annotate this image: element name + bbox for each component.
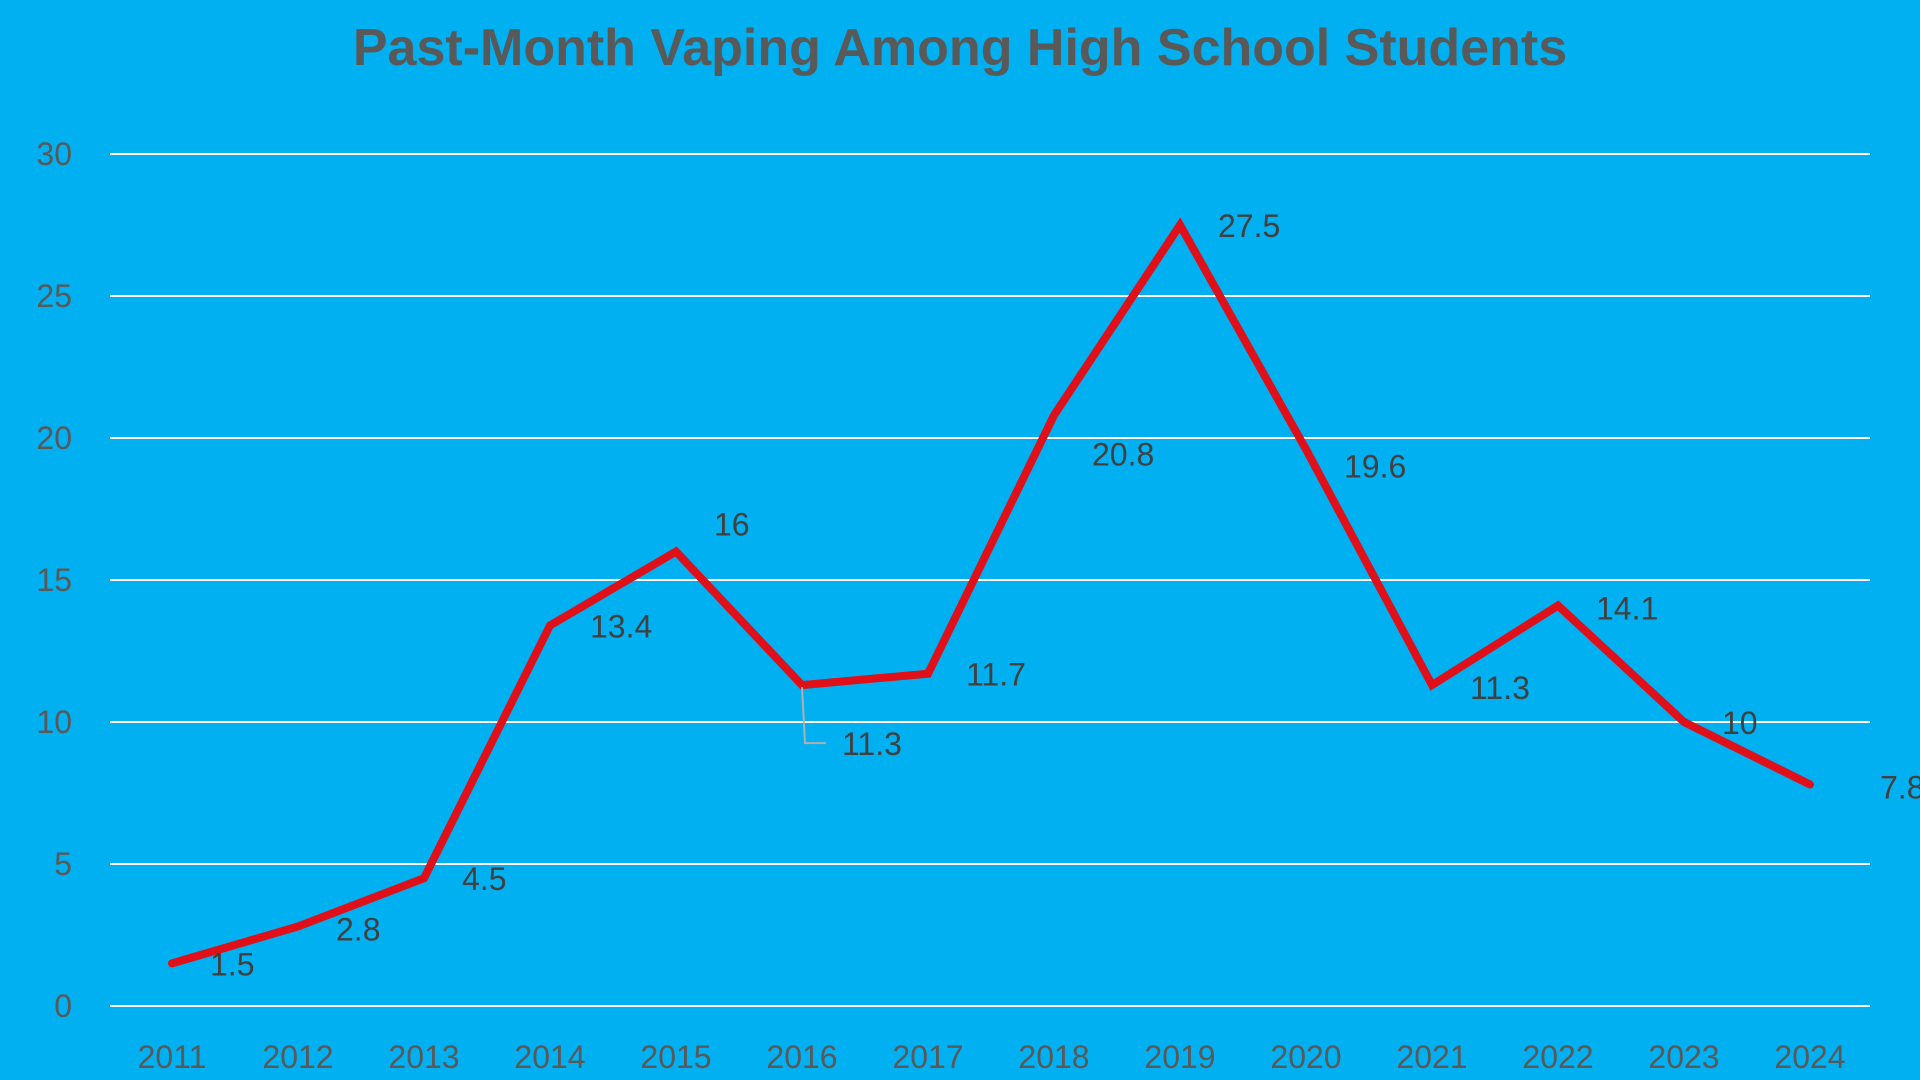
x-tick-label: 2016 xyxy=(766,1039,837,1075)
data-labels: 1.5 2.8 4.5 13.4 16 11.3 11.7 20.8 27.5 19.6 11.3 1… xyxy=(210,208,1920,982)
y-tick-label: 20 xyxy=(36,420,72,456)
y-tick-label: 25 xyxy=(36,278,72,314)
data-label: 11.3 xyxy=(842,726,902,762)
data-label: 11.7 xyxy=(966,657,1026,693)
x-tick-label: 2013 xyxy=(388,1039,459,1075)
data-label: 13.4 xyxy=(590,608,652,644)
data-label: 19.6 xyxy=(1344,448,1406,484)
data-label: 11.3 xyxy=(1470,670,1530,706)
y-tick-label: 5 xyxy=(54,846,72,882)
x-tick-label: 2012 xyxy=(262,1039,333,1075)
data-label: 10 xyxy=(1722,705,1758,741)
data-label: 14.1 xyxy=(1596,591,1658,627)
x-tick-label: 2022 xyxy=(1522,1039,1593,1075)
x-tick-label: 2011 xyxy=(138,1039,207,1075)
series-line xyxy=(168,217,1814,968)
x-tick-label: 2023 xyxy=(1648,1039,1719,1075)
x-tick-label: 2021 xyxy=(1396,1039,1467,1075)
data-label: 16 xyxy=(714,507,750,543)
series-layer xyxy=(168,217,1814,968)
x-tick-label: 2014 xyxy=(514,1039,585,1075)
y-tick-label: 30 xyxy=(36,136,72,172)
x-tick-label: 2015 xyxy=(640,1039,711,1075)
x-tick-label: 2020 xyxy=(1270,1039,1341,1075)
y-axis-ticks: 0 5 10 15 20 25 30 xyxy=(36,136,72,1024)
x-tick-label: 2019 xyxy=(1144,1039,1215,1075)
y-tick-label: 10 xyxy=(36,704,72,740)
leader-line xyxy=(801,687,826,745)
data-label: 27.5 xyxy=(1218,208,1280,244)
chart-title: Past-Month Vaping Among High School Stud… xyxy=(352,19,1568,77)
x-tick-label: 2024 xyxy=(1774,1039,1845,1075)
x-tick-label: 2018 xyxy=(1018,1039,1089,1075)
x-tick-label: 2017 xyxy=(892,1039,963,1075)
data-label: 2.8 xyxy=(336,911,380,947)
data-label: 20.8 xyxy=(1092,436,1154,472)
x-axis-ticks: 2011 2012 2013 2014 2015 2016 2017 2018 2019 2020… xyxy=(138,1039,1846,1075)
data-label: 1.5 xyxy=(210,946,254,982)
data-label: 4.5 xyxy=(462,861,506,897)
y-tick-label: 0 xyxy=(54,988,72,1024)
data-label: 7.8 xyxy=(1880,769,1920,805)
y-tick-label: 15 xyxy=(36,562,72,598)
gridlines xyxy=(110,153,1870,1007)
